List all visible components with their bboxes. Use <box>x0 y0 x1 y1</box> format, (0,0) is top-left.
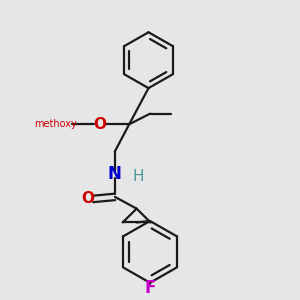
Text: methoxy: methoxy <box>34 119 76 129</box>
Text: F: F <box>144 279 156 297</box>
Text: H: H <box>133 169 145 184</box>
Text: N: N <box>108 165 122 183</box>
Text: O: O <box>93 117 106 132</box>
Text: O: O <box>81 191 94 206</box>
